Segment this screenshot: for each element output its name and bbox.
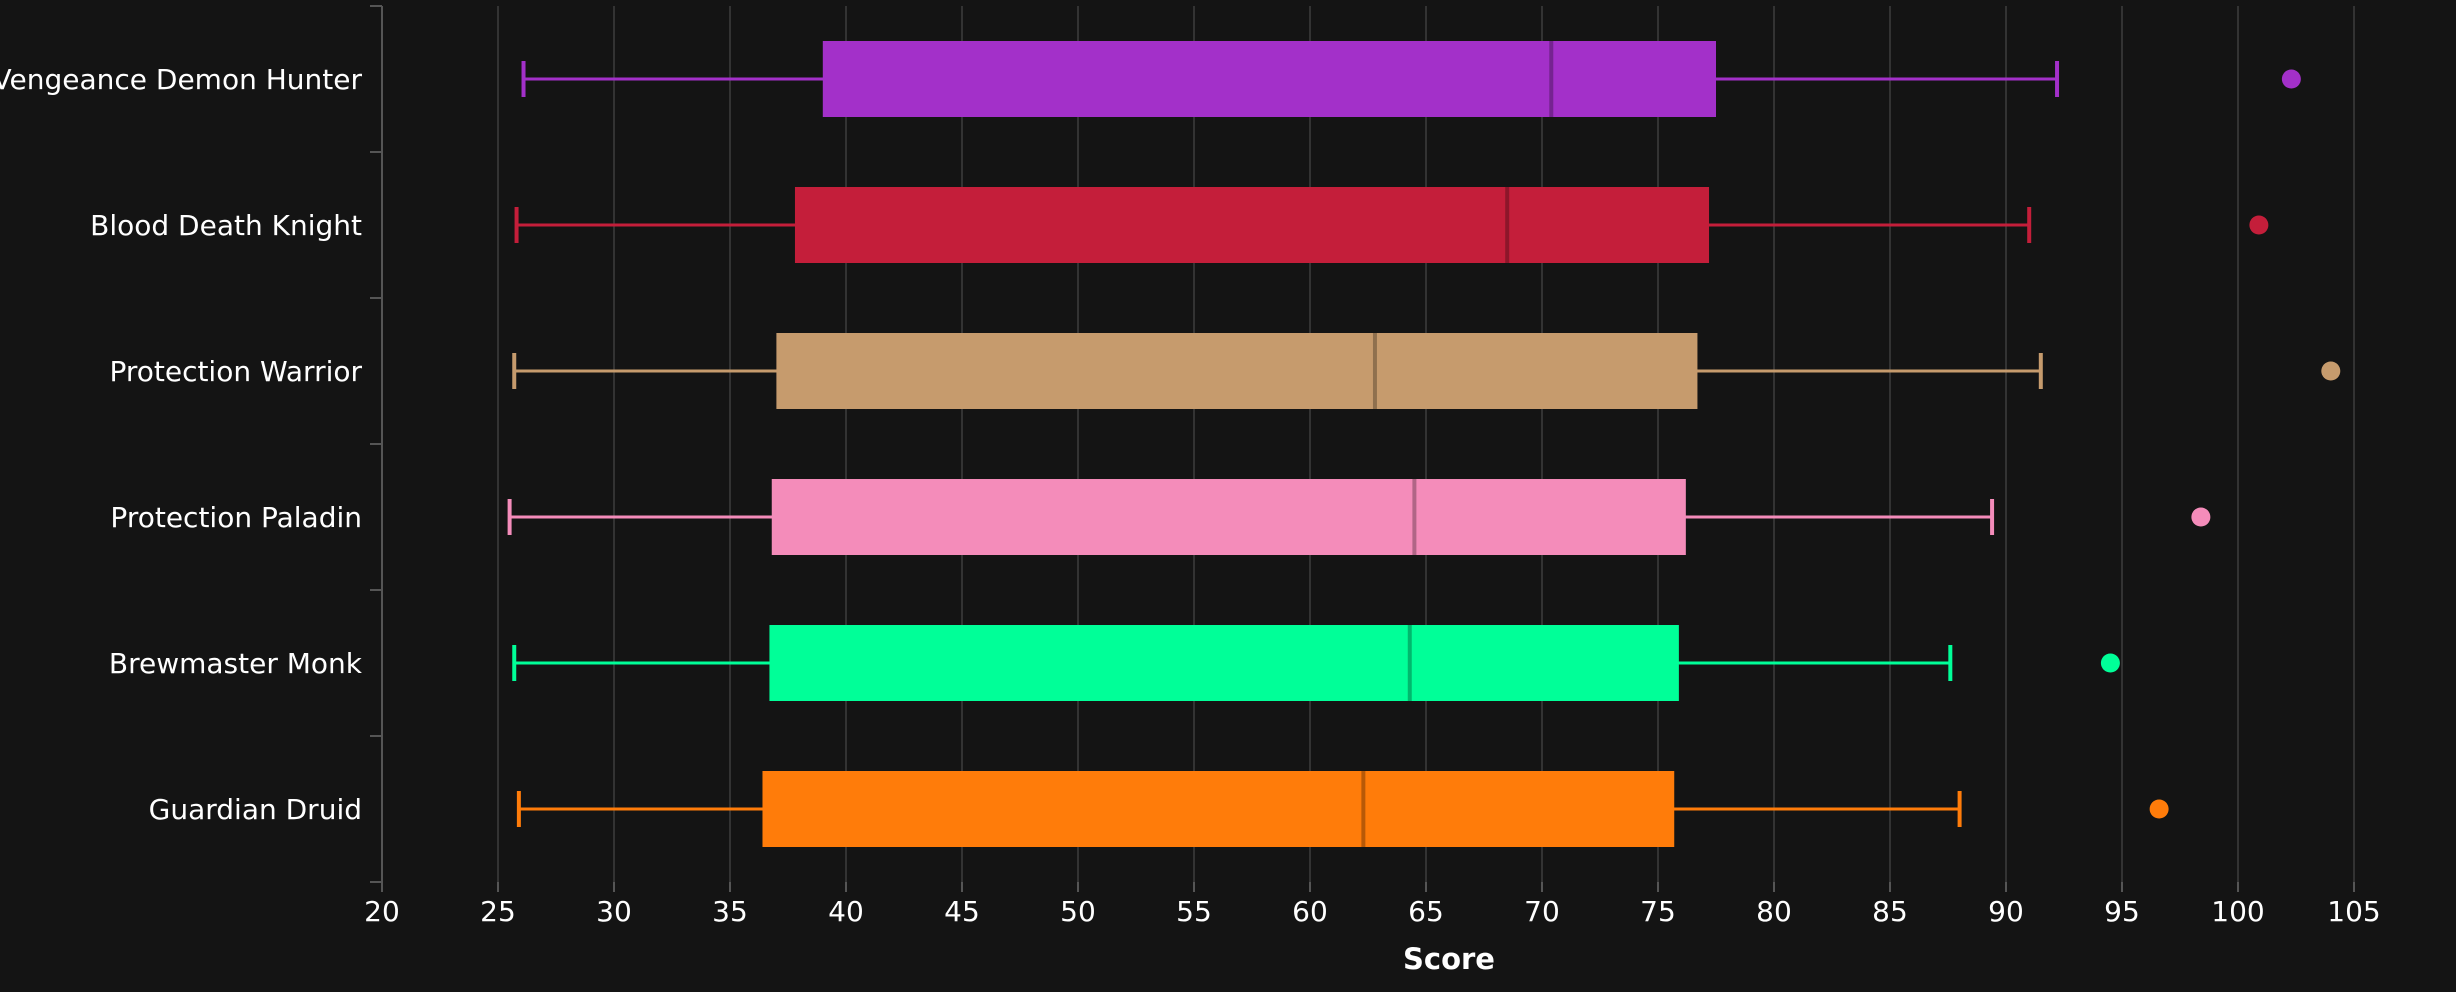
x-tick-label: 90 (1988, 895, 2024, 928)
x-tick-label: 40 (828, 895, 864, 928)
x-tick-label: 80 (1756, 895, 1792, 928)
x-tick-label: 95 (2104, 895, 2140, 928)
category-label: Brewmaster Monk (109, 647, 363, 680)
outlier-point (2249, 215, 2269, 235)
x-tick-label: 105 (2327, 895, 2380, 928)
outlier-point (2100, 653, 2120, 673)
x-tick-label: 85 (1872, 895, 1908, 928)
x-tick-label: 65 (1408, 895, 1444, 928)
iqr-box (762, 771, 1675, 847)
iqr-box (794, 187, 1710, 263)
x-tick-label: 70 (1524, 895, 1560, 928)
iqr-box (822, 41, 1716, 117)
iqr-box (769, 625, 1679, 701)
category-label: Protection Paladin (110, 501, 362, 534)
box-group-protection-warrior: Protection Warrior (109, 333, 2341, 409)
x-tick-label: 50 (1060, 895, 1096, 928)
category-label: Guardian Druid (149, 793, 362, 826)
category-label: Protection Warrior (109, 355, 362, 388)
iqr-box (776, 333, 1698, 409)
x-tick-label: 35 (712, 895, 748, 928)
box-group-guardian-druid: Guardian Druid (149, 771, 2169, 847)
category-label: Vengeance Demon Hunter (0, 63, 362, 96)
outlier-point (2191, 507, 2211, 527)
box-group-blood-death-knight: Blood Death Knight (90, 187, 2269, 263)
x-tick-label: 75 (1640, 895, 1676, 928)
axes: 20 25 30 35 40 45 50 55 60 65 70 75 80 85 90 95 100 105 (364, 5, 2381, 928)
box-group-vengeance-demon-hunter: Vengeance Demon Hunter (0, 41, 2301, 117)
box-group-brewmaster-monk: Brewmaster Monk (109, 625, 2120, 701)
x-tick-label: 25 (480, 895, 516, 928)
x-tick-label: 55 (1176, 895, 1212, 928)
category-label: Blood Death Knight (90, 209, 362, 242)
x-axis-title: Score (1403, 942, 1495, 976)
x-tick-label: 45 (944, 895, 980, 928)
x-tick-label: 60 (1292, 895, 1328, 928)
x-tick-label: 100 (2211, 895, 2264, 928)
box-group-protection-paladin: Protection Paladin (110, 479, 2211, 555)
outlier-point (2321, 361, 2341, 381)
iqr-box (771, 479, 1686, 555)
gridlines (497, 6, 2355, 882)
outlier-point (2281, 69, 2301, 89)
x-tick-label: 30 (596, 895, 632, 928)
boxes: Vengeance Demon Hunter Blood Death Knight… (0, 41, 2341, 847)
outlier-point (2149, 799, 2169, 819)
x-tick-label: 20 (364, 895, 400, 928)
